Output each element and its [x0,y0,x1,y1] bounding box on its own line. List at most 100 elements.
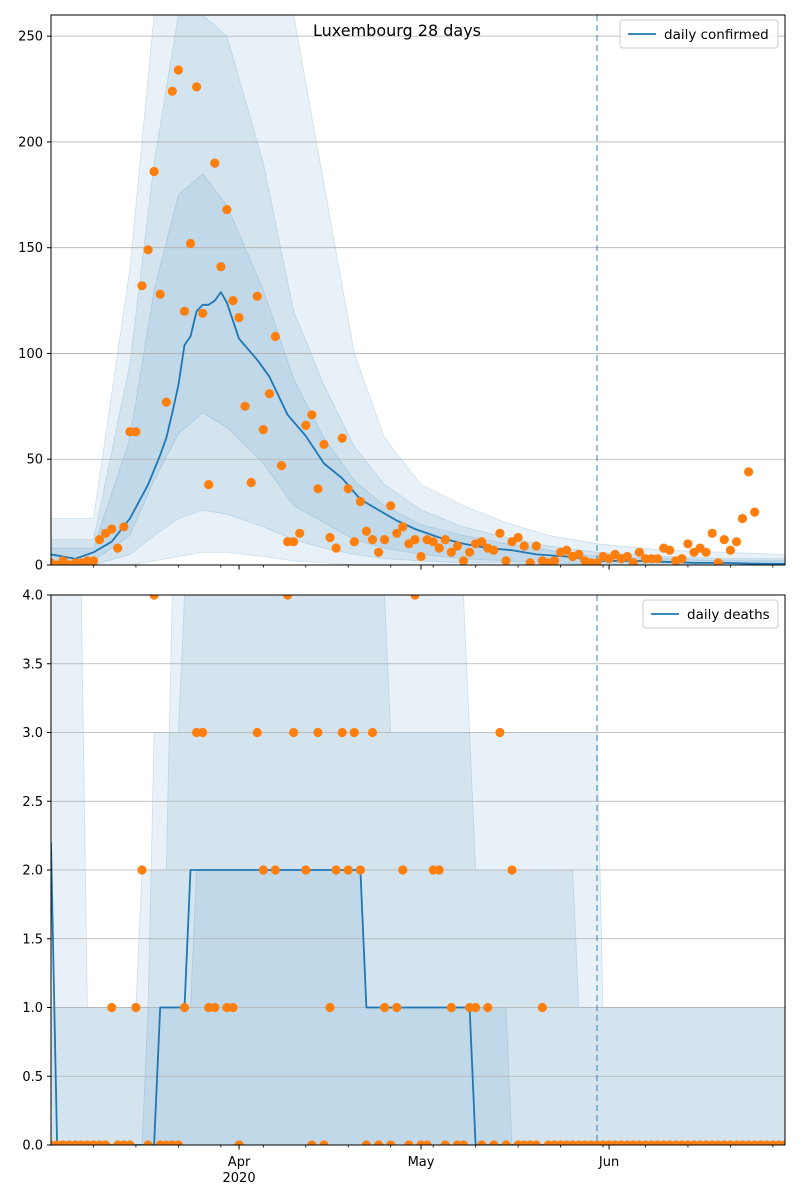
data-point [410,535,420,545]
data-point [446,1002,456,1013]
data-point [228,1002,238,1013]
x-tick-sublabel: 2020 [223,1171,256,1186]
data-point [355,496,365,507]
data-point [374,547,384,557]
data-point [719,535,729,545]
data-point [349,727,359,738]
data-point [264,389,274,399]
data-point [374,1140,384,1145]
data-point [665,545,675,555]
data-point [398,865,408,875]
y-tick-label: 250 [18,30,43,45]
data-point [434,865,444,875]
data-point [131,427,141,437]
data-point [343,484,353,494]
y-tick-label: 150 [18,241,43,256]
data-point [204,480,214,490]
data-point [525,558,535,565]
data-point [313,484,323,494]
data-point [398,522,408,532]
data-point [179,306,190,316]
legend-label: daily confirmed [664,27,769,43]
data-point [185,238,196,249]
data-point [537,1002,548,1013]
data-point [367,535,378,545]
data-point [337,433,347,443]
data-point [149,166,159,177]
x-tick-label: Apr [228,1155,251,1170]
data-point [422,1140,432,1145]
data-point [380,1002,390,1013]
data-point [416,551,426,562]
x-tick-label: Jun [598,1155,619,1170]
legend-label: daily deaths [687,607,770,623]
data-point [495,727,505,738]
data-point [446,547,456,557]
y-tick-label: 100 [18,347,43,362]
data-point [258,425,268,435]
data-point [143,1140,153,1145]
data-point [428,537,438,547]
data-point [683,539,693,549]
data-point [246,477,256,488]
data-point [289,537,299,547]
data-point [307,1140,317,1145]
data-point [750,507,760,517]
data-point [713,558,723,565]
data-point [331,865,341,875]
data-point [301,420,311,430]
data-point [210,158,220,168]
y-tick-label: 0 [35,559,43,574]
data-point [592,558,602,565]
data-point [380,535,390,545]
data-point [507,865,517,875]
axes-frame [50,14,786,566]
data-point [276,461,287,471]
plot-area-0 [51,15,785,565]
data-point [252,727,262,738]
data-point [343,865,353,875]
data-point [155,289,165,299]
data-point [313,727,323,738]
data-point [283,595,293,600]
data-point [167,86,177,96]
data-point [725,545,736,555]
data-point [210,1002,220,1013]
data-point [367,727,378,738]
data-point [434,543,444,553]
data-point [234,312,244,323]
data-point [386,501,396,511]
y-tick-label: 50 [26,453,43,468]
data-point [179,1002,190,1013]
data-point [307,410,317,420]
data-point [161,397,171,407]
y-tick-label: 3.5 [22,657,43,672]
data-point [228,296,238,306]
data-point [458,1140,469,1145]
data-point [325,1002,335,1013]
data-point [252,291,262,301]
data-point [501,1140,511,1145]
data-point [173,65,183,75]
data-point [131,1002,141,1013]
data-point [634,547,645,557]
data-point [737,513,748,524]
data-point [562,545,572,555]
legend-box [619,19,779,49]
x-tick-label: May [408,1155,435,1170]
data-point [258,865,268,875]
data-point [501,556,511,565]
data-point [549,556,560,565]
data-point [471,1002,481,1013]
data-point [319,439,329,449]
data-point [234,1140,244,1145]
data-point [440,535,450,545]
chart-title: Luxembourg 28 days [313,21,481,40]
data-point [677,554,687,564]
data-point [701,547,711,557]
data-point [222,205,232,215]
data-point [355,865,365,875]
data-point [137,281,147,291]
data-point [349,537,359,547]
y-tick-label: 3.0 [22,726,43,741]
